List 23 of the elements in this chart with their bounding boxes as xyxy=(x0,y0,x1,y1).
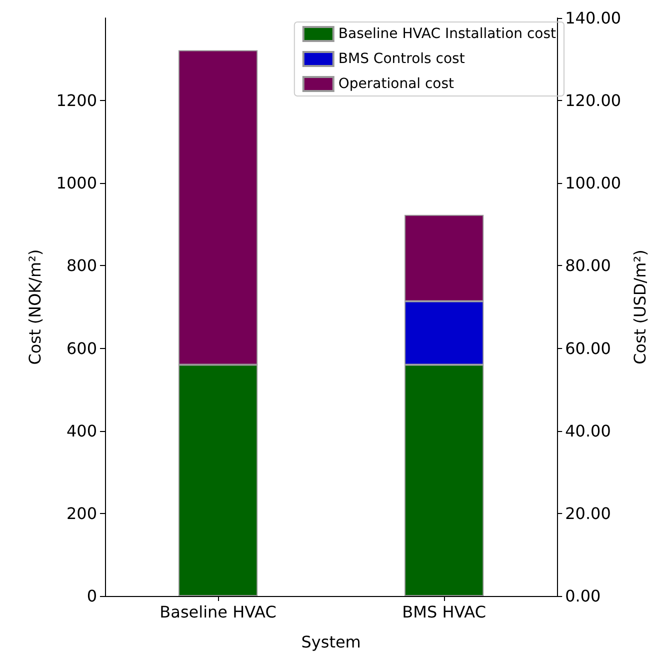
y2-tick-label: 40.00 xyxy=(565,421,611,440)
x-tick-label: Baseline HVAC xyxy=(160,602,276,622)
y2-tick-label: 140.00 xyxy=(565,8,622,28)
y-axis-title: Cost (NOK/m²) xyxy=(26,249,44,365)
legend-label: BMS Controls cost xyxy=(338,51,466,67)
y2-tick-label: 100.00 xyxy=(565,174,622,193)
y-tick-label: 200 xyxy=(66,504,97,523)
legend-label: Baseline HVAC Installation cost xyxy=(338,26,557,42)
y2-tick-label: 0.00 xyxy=(565,586,601,606)
y2-axis-title: Cost (USD/m²) xyxy=(630,250,650,364)
y2-tick-label: 120.00 xyxy=(565,91,622,110)
y-tick-label: 400 xyxy=(66,421,97,440)
y2-tick-label: 20.00 xyxy=(565,504,611,523)
y-tick-label: 0 xyxy=(86,586,97,606)
x-axis-title: System xyxy=(301,632,361,652)
y-tick-label: 1200 xyxy=(56,91,97,110)
y-tick-label: 1000 xyxy=(56,174,97,193)
y-tick-label: 600 xyxy=(66,338,97,358)
legend-label: Operational cost xyxy=(338,76,455,92)
y2-tick-label: 80.00 xyxy=(565,256,611,276)
y-tick-label: 800 xyxy=(66,256,97,276)
x-tick-label: BMS HVAC xyxy=(402,602,486,622)
y2-tick-label: 60.00 xyxy=(565,338,611,358)
